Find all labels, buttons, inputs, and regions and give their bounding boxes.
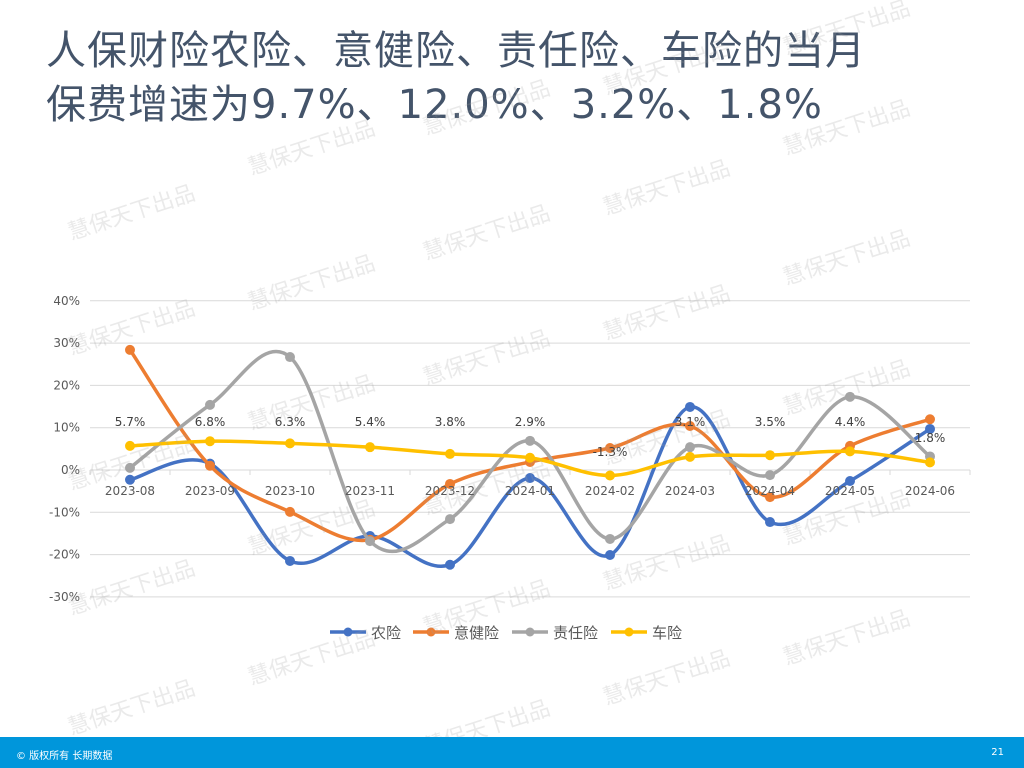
page-number: 21 bbox=[991, 747, 1004, 758]
data-point bbox=[445, 448, 455, 459]
x-tick-label: 2023-09 bbox=[185, 484, 235, 498]
data-label: 5.4% bbox=[355, 415, 386, 429]
x-tick-label: 2023-12 bbox=[425, 484, 475, 498]
svg-text:意健险: 意健险 bbox=[454, 624, 499, 642]
data-point bbox=[445, 478, 455, 489]
data-point bbox=[365, 536, 375, 547]
data-point bbox=[925, 423, 935, 434]
data-point bbox=[765, 517, 775, 528]
y-tick-label: -20% bbox=[49, 548, 80, 562]
watermark-text: 慧保天下出品 bbox=[600, 156, 734, 221]
legend-item-0[interactable]: 农险 bbox=[330, 624, 401, 642]
data-point bbox=[685, 401, 695, 412]
data-label: 3.8% bbox=[435, 415, 466, 429]
data-point bbox=[125, 462, 135, 473]
x-tick-label: 2024-03 bbox=[665, 484, 715, 498]
x-tick-label: 2023-10 bbox=[265, 484, 315, 498]
data-point bbox=[445, 559, 455, 570]
x-tick-label: 2023-08 bbox=[105, 484, 155, 498]
data-point bbox=[205, 436, 215, 447]
data-point bbox=[205, 399, 215, 410]
data-point bbox=[605, 470, 615, 481]
watermark-text: 慧保天下出品 bbox=[65, 181, 199, 246]
svg-text:责任险: 责任险 bbox=[553, 624, 598, 642]
line-chart: 40% 30% 20% 10% 0% -10% -20% -30% 5.7% 6.8% 6.3% 5.… bbox=[0, 280, 1024, 660]
data-label: 3.1% bbox=[675, 415, 706, 429]
data-point bbox=[845, 391, 855, 402]
y-tick-label: 20% bbox=[53, 378, 80, 392]
y-tick-label: 30% bbox=[53, 336, 80, 350]
watermark-text: 慧保天下出品 bbox=[65, 676, 199, 741]
legend-item-2[interactable]: 责任险 bbox=[512, 624, 598, 642]
y-tick-label: 40% bbox=[53, 294, 80, 308]
data-point bbox=[765, 492, 775, 503]
data-point bbox=[525, 452, 535, 463]
x-tick-label: 2024-02 bbox=[585, 484, 635, 498]
svg-text:农险: 农险 bbox=[371, 624, 401, 642]
data-label: 6.3% bbox=[275, 415, 306, 429]
footer-bar: © 版权所有 长期数据 21 bbox=[0, 737, 1024, 768]
data-point bbox=[525, 435, 535, 446]
data-label: 5.7% bbox=[115, 415, 146, 429]
data-label: 2.9% bbox=[515, 415, 546, 429]
x-tick-label: 2024-06 bbox=[905, 484, 955, 498]
legend-item-1[interactable]: 意健险 bbox=[413, 624, 499, 642]
data-point bbox=[845, 475, 855, 486]
data-point bbox=[925, 457, 935, 468]
data-point bbox=[525, 473, 535, 484]
title-line-1: 人保财险农险、意健险、责任险、车险的当月 bbox=[46, 28, 866, 74]
x-tick-label: 2024-01 bbox=[505, 484, 555, 498]
data-point bbox=[685, 451, 695, 462]
data-point bbox=[445, 514, 455, 525]
copyright-text: © 版权所有 长期数据 bbox=[16, 751, 113, 762]
series-2 bbox=[125, 349, 935, 554]
data-point bbox=[925, 414, 935, 425]
y-tick-label: 0% bbox=[61, 463, 80, 477]
slide-title: 人保财险农险、意健险、责任险、车险的当月 保费增速为9.7%、12.0%、3.2… bbox=[46, 24, 996, 132]
data-point bbox=[205, 460, 215, 471]
data-point bbox=[285, 555, 295, 566]
y-tick-label: -10% bbox=[49, 505, 80, 519]
data-point bbox=[845, 446, 855, 457]
data-point bbox=[605, 443, 615, 454]
data-point bbox=[285, 352, 295, 363]
data-label: 6.8% bbox=[195, 415, 226, 429]
data-point bbox=[605, 550, 615, 561]
data-label: 4.4% bbox=[835, 415, 866, 429]
y-tick-label: 10% bbox=[53, 421, 80, 435]
data-point bbox=[285, 438, 295, 449]
svg-text:车险: 车险 bbox=[652, 624, 682, 642]
data-point bbox=[765, 470, 775, 481]
series-3: 5.7% 6.8% 6.3% 5.4% 3.8% 2.9% -1.3% 3.1% 3.5% 4.4… bbox=[115, 415, 946, 481]
data-point bbox=[125, 440, 135, 451]
y-tick-label: -30% bbox=[49, 590, 80, 604]
data-point bbox=[365, 442, 375, 453]
data-point bbox=[125, 344, 135, 355]
x-tick-label: 2023-11 bbox=[345, 484, 395, 498]
chart-canvas: 40%30%20%10%0%-10%-20%-30%5.7% 6.8% 6.3% 5.… bbox=[49, 294, 971, 642]
data-label: 3.5% bbox=[755, 415, 786, 429]
data-point bbox=[605, 533, 615, 544]
x-tick-label: 2024-04 bbox=[745, 484, 795, 498]
x-tick-label: 2024-05 bbox=[825, 484, 875, 498]
data-label: 1.8% bbox=[915, 431, 946, 445]
data-point bbox=[685, 442, 695, 453]
data-point bbox=[685, 421, 695, 432]
watermark-text: 慧保天下出品 bbox=[420, 201, 554, 266]
data-point bbox=[285, 506, 295, 517]
data-point bbox=[765, 450, 775, 461]
title-line-2: 保费增速为9.7%、12.0%、3.2%、1.8% bbox=[46, 82, 823, 128]
data-label: -1.3% bbox=[593, 445, 628, 459]
legend-item-3[interactable]: 车险 bbox=[611, 624, 682, 642]
data-point bbox=[125, 474, 135, 485]
